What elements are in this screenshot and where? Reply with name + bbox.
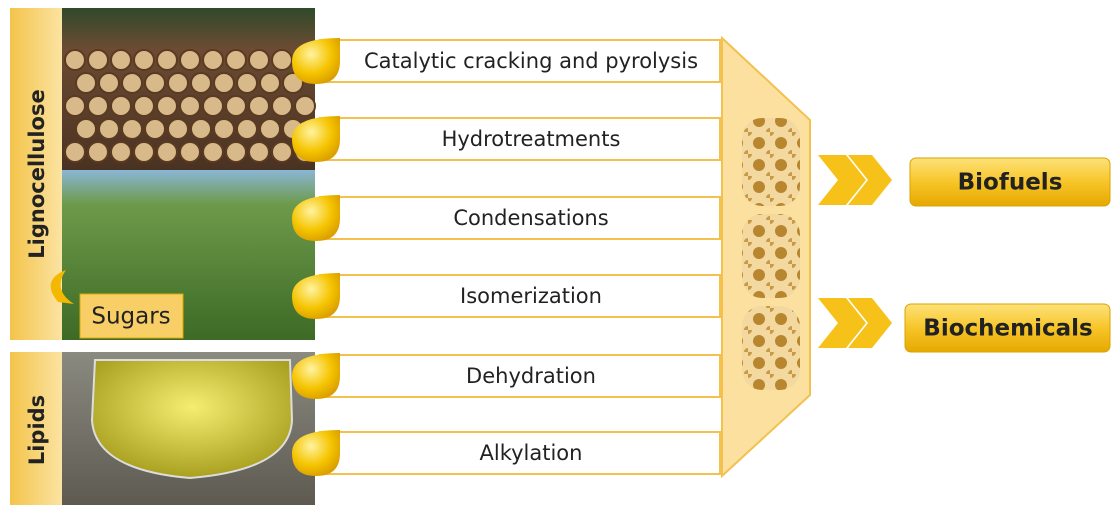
log [65, 142, 85, 162]
log [111, 142, 131, 162]
log [203, 142, 223, 162]
zeolite [742, 214, 800, 298]
log [214, 73, 234, 93]
process-label: Isomerization [460, 284, 602, 308]
log [76, 119, 96, 139]
log [134, 142, 154, 162]
log [191, 119, 211, 139]
log [249, 142, 269, 162]
diagram: Lignocellulose Lipids Sugars Biofuels Bi… [0, 0, 1113, 505]
zeolite [742, 306, 800, 390]
log [180, 96, 200, 116]
log [272, 142, 292, 162]
intermediate-label: Sugars [91, 304, 170, 330]
log [249, 96, 269, 116]
log [272, 50, 292, 70]
log [260, 73, 280, 93]
log [260, 119, 280, 139]
log [237, 73, 257, 93]
log [272, 96, 292, 116]
product-label: Biochemicals [923, 316, 1092, 342]
log [122, 119, 142, 139]
logs [65, 50, 315, 162]
source-label: Lignocellulose [25, 89, 49, 258]
log [145, 119, 165, 139]
log [180, 142, 200, 162]
process-label: Dehydration [466, 364, 596, 388]
log [145, 73, 165, 93]
log [203, 96, 223, 116]
log [237, 119, 257, 139]
process-label: Hydrotreatments [442, 127, 621, 151]
process-label: Condensations [453, 206, 608, 230]
log [191, 73, 211, 93]
product-label: Biofuels [958, 170, 1063, 196]
log [88, 50, 108, 70]
log [226, 142, 246, 162]
processes: Catalytic cracking and pyrolysis Hydrotre… [292, 38, 720, 476]
source-label: Lipids [25, 395, 49, 465]
log [88, 96, 108, 116]
log [249, 50, 269, 70]
log [122, 73, 142, 93]
process-label: Alkylation [480, 441, 583, 465]
oil-jar [92, 360, 292, 478]
log [203, 50, 223, 70]
chevron [818, 155, 892, 205]
log [88, 142, 108, 162]
log [157, 96, 177, 116]
log [157, 142, 177, 162]
log [226, 96, 246, 116]
log [168, 119, 188, 139]
process-label: Catalytic cracking and pyrolysis [364, 49, 698, 73]
log [111, 96, 131, 116]
log [99, 119, 119, 139]
log [226, 50, 246, 70]
chevron [818, 298, 892, 348]
log [65, 96, 85, 116]
log [157, 50, 177, 70]
log [111, 50, 131, 70]
log [134, 96, 154, 116]
log [134, 50, 154, 70]
log [99, 73, 119, 93]
log [214, 119, 234, 139]
log [76, 73, 96, 93]
log [168, 73, 188, 93]
log [180, 50, 200, 70]
log [65, 50, 85, 70]
log [295, 96, 315, 116]
zeolite [742, 118, 800, 206]
